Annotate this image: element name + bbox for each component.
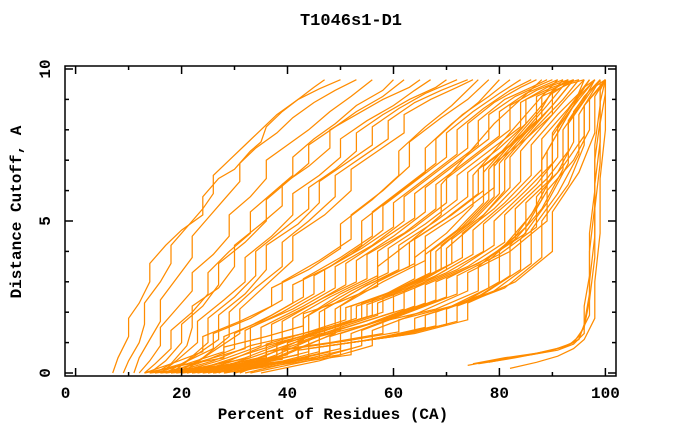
y-tick-label: 10	[37, 59, 55, 78]
y-tick-label: 0	[37, 368, 55, 378]
chart-title: T1046s1-D1	[299, 12, 403, 31]
model-curve	[154, 79, 421, 374]
model-curve	[176, 79, 537, 374]
model-curve	[144, 79, 479, 374]
model-curve	[509, 79, 607, 370]
model-curve	[155, 79, 569, 374]
model-curve	[207, 79, 591, 374]
model-curve	[175, 79, 468, 374]
model-curve	[192, 79, 558, 374]
model-curve	[160, 79, 431, 374]
model-curve	[202, 79, 564, 374]
model-curve	[133, 79, 357, 374]
model-curve	[181, 79, 548, 374]
model-curve	[488, 79, 607, 363]
model-curve	[165, 79, 447, 374]
model-curve	[202, 79, 601, 374]
model-curve	[213, 79, 575, 374]
x-tick-label: 40	[278, 385, 297, 403]
y-tick-label: 5	[37, 216, 55, 226]
model-curve	[181, 79, 559, 374]
model-curve	[122, 79, 341, 374]
model-curve	[149, 79, 490, 374]
model-curve	[144, 79, 543, 374]
x-tick-label: 20	[172, 385, 191, 403]
x-tick-label: 100	[591, 385, 620, 403]
model-curve	[112, 79, 325, 374]
model-curve	[170, 79, 458, 374]
model-curve	[160, 79, 596, 374]
model-curve	[170, 79, 532, 374]
x-axis-title: Percent of Residues (CA)	[217, 406, 449, 424]
model-curve	[192, 79, 601, 374]
model-curve	[207, 79, 569, 374]
model-curve	[144, 79, 394, 374]
model-curve	[186, 79, 585, 374]
model-curve	[223, 79, 606, 374]
model-curve	[160, 79, 511, 374]
x-tick-label: 0	[61, 385, 71, 403]
model-curve	[149, 79, 405, 374]
model-curve	[165, 79, 521, 374]
model-curve	[138, 79, 373, 374]
x-tick-label: 80	[490, 385, 509, 403]
x-tick-label: 60	[384, 385, 403, 403]
